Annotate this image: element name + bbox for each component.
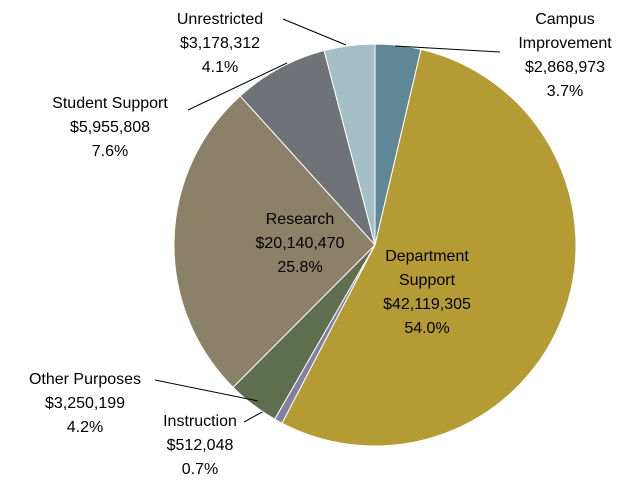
slice-name: Other Purposes <box>28 371 142 388</box>
slice-name: Unrestricted <box>176 11 264 28</box>
slice-percent: 3.7% <box>546 83 584 100</box>
slice-percent: 54.0% <box>404 320 450 337</box>
slice-value: $20,140,470 <box>255 235 345 252</box>
slice-name: Department Support <box>385 248 469 289</box>
pie-slice <box>173 95 376 389</box>
slice-percent: 4.2% <box>66 419 104 436</box>
leader-line <box>243 410 265 423</box>
slice-name: Student Support <box>52 95 168 112</box>
slice-value: $42,119,305 <box>383 296 471 313</box>
leader-line <box>154 379 259 402</box>
leader-line <box>187 62 288 111</box>
slice-value: $2,868,973 <box>524 59 606 76</box>
slice-percent: 7.6% <box>91 143 129 160</box>
leader-line <box>394 45 501 53</box>
slice-label: Student Support $5,955,808 7.6% <box>25 92 195 164</box>
slice-label: Instruction $512,048 0.7% <box>150 410 250 482</box>
slice-percent: 4.1% <box>201 59 239 76</box>
pie-slice <box>323 43 376 246</box>
slice-value: $3,178,312 <box>179 35 261 52</box>
slice-label: Campus Improvement $2,868,973 3.7% <box>505 8 623 104</box>
slice-label: Research $20,140,470 25.8% <box>240 208 360 280</box>
slice-value: $3,250,199 <box>44 395 126 412</box>
slice-label: Department Support $42,119,305 54.0% <box>367 245 487 341</box>
leader-line <box>282 18 347 46</box>
slice-name: Campus Improvement <box>518 11 612 52</box>
slice-percent: 0.7% <box>181 461 219 478</box>
slice-value: $5,955,808 <box>69 119 151 136</box>
slice-percent: 25.8% <box>277 259 323 276</box>
slice-name: Instruction <box>163 413 237 430</box>
slice-name: Research <box>265 211 335 228</box>
pie-slice <box>239 49 376 246</box>
slice-label: Unrestricted $3,178,312 4.1% <box>150 8 290 80</box>
pie-slice <box>281 48 577 447</box>
slice-value: $512,048 <box>166 437 234 454</box>
slice-label: Other Purposes $3,250,199 4.2% <box>0 368 170 440</box>
